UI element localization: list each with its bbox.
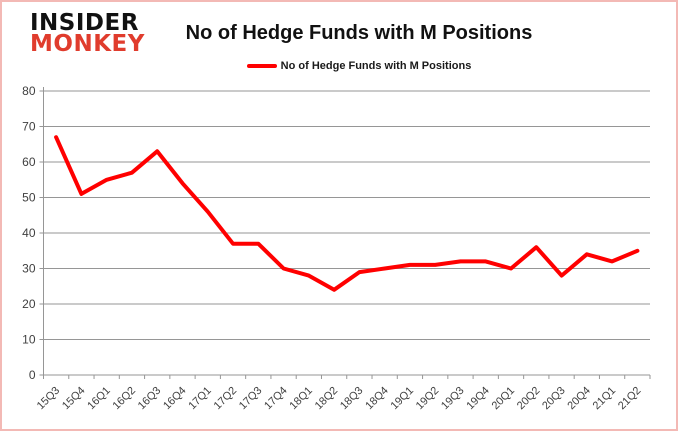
y-axis-label: 0 xyxy=(29,368,36,382)
y-axis-label: 50 xyxy=(22,191,36,205)
x-axis-label: 18Q2 xyxy=(313,385,341,413)
x-axis-label: 20Q3 xyxy=(540,385,568,413)
y-axis-label: 70 xyxy=(22,120,36,134)
x-axis-label: 20Q2 xyxy=(515,385,543,413)
x-axis-label: 19Q3 xyxy=(439,385,467,413)
y-axis-label: 80 xyxy=(22,84,36,98)
x-axis-label: 15Q3 xyxy=(35,385,63,413)
y-axis-label: 40 xyxy=(22,226,36,240)
x-axis-label: 16Q1 xyxy=(85,385,113,413)
logo-text-insider: INSIDER xyxy=(30,10,139,36)
y-axis-label: 30 xyxy=(22,262,36,276)
x-axis-label: 20Q1 xyxy=(490,385,518,413)
x-axis-label: 19Q1 xyxy=(389,385,417,413)
x-axis-label: 17Q2 xyxy=(212,385,240,413)
x-axis-label: 18Q3 xyxy=(338,385,366,413)
y-axis-label: 10 xyxy=(22,333,36,347)
series-line xyxy=(54,135,640,292)
x-axis-label: 21Q2 xyxy=(616,385,644,413)
x-axis-label: 17Q1 xyxy=(186,385,214,413)
logo-text-monkey: MONKEY xyxy=(30,31,145,58)
x-axis-label: 18Q1 xyxy=(287,385,315,413)
legend-line-swatch xyxy=(246,64,277,68)
x-axis-label: 15Q4 xyxy=(60,385,88,413)
chart-title: No of Hedge Funds with M Positions xyxy=(185,22,533,44)
y-axis-label: 60 xyxy=(22,155,36,169)
legend: No of Hedge Funds with M Positions xyxy=(42,60,676,72)
y-axis-label: 20 xyxy=(22,297,36,311)
x-axis-label: 17Q3 xyxy=(237,385,265,413)
x-axis-label: 20Q4 xyxy=(565,385,593,413)
x-axis-label: 17Q4 xyxy=(262,385,290,413)
x-axis-label: 18Q4 xyxy=(363,385,391,413)
x-axis-label: 16Q2 xyxy=(111,385,139,413)
x-axis-label: 16Q4 xyxy=(161,385,189,413)
legend-label: No of Hedge Funds with M Positions xyxy=(280,60,472,72)
x-axis-label: 21Q1 xyxy=(591,385,619,413)
insider-monkey-logo: INSIDER MONKEY xyxy=(30,10,145,58)
x-axis-label: 19Q4 xyxy=(464,385,492,413)
x-axis-label: 16Q3 xyxy=(136,385,164,413)
x-axis-label: 19Q2 xyxy=(414,385,442,413)
chart-header: No of Hedge Funds with M Positions xyxy=(42,22,676,45)
